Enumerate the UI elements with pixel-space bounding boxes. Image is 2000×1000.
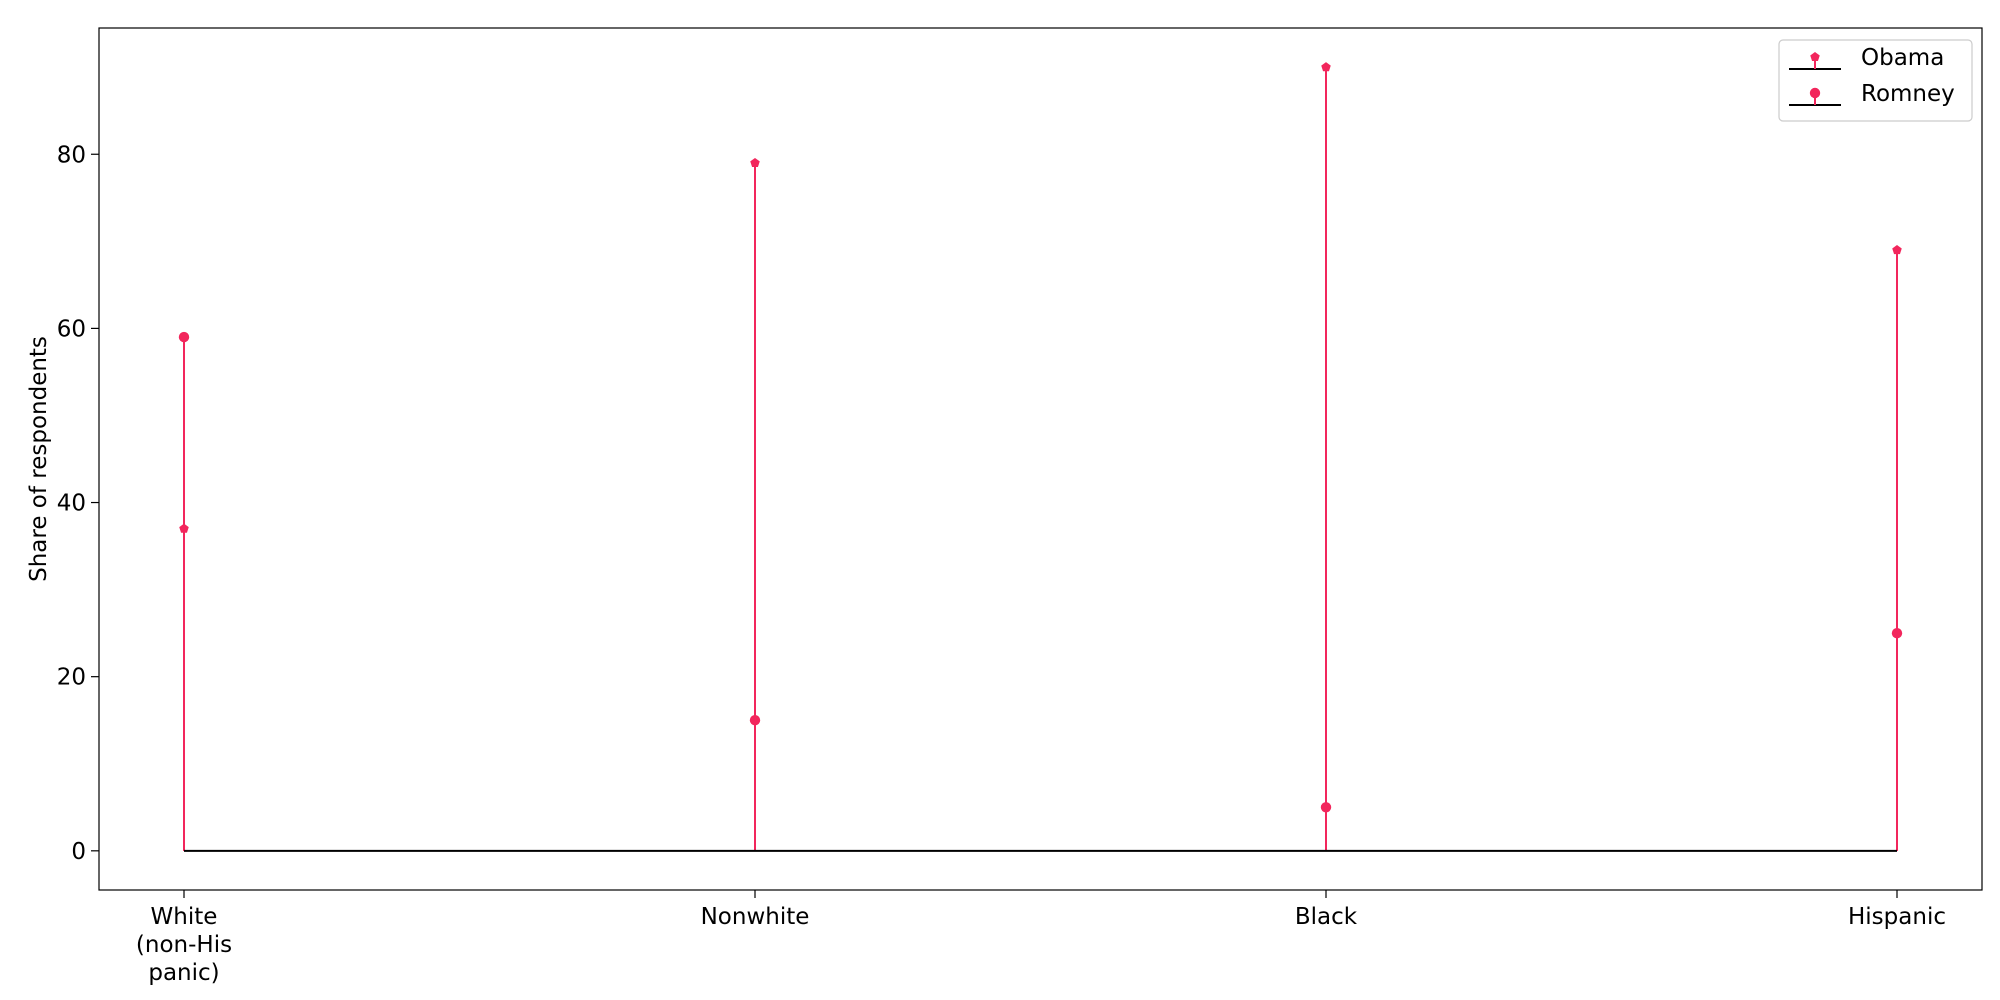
x-tick-label: Hispanic <box>1848 904 1946 930</box>
legend-marker-romney <box>1809 87 1821 99</box>
y-tick-label: 80 <box>57 142 86 168</box>
legend-box <box>1778 39 1973 122</box>
marker-obama-0 <box>179 523 189 533</box>
plot-frame <box>98 27 1983 891</box>
legend-label-obama: Obama <box>1861 45 1944 71</box>
marker-romney-1 <box>749 715 761 726</box>
y-tick-label: 0 <box>71 839 86 865</box>
y-tick-label: 40 <box>57 491 86 517</box>
marker-obama-1 <box>750 157 760 167</box>
y-tick-label: 20 <box>57 665 86 691</box>
marker-obama-3 <box>1892 245 1902 255</box>
x-tick-label: Black <box>1295 904 1358 930</box>
legend-marker-obama <box>1810 52 1820 62</box>
marker-romney-3 <box>1891 627 1903 639</box>
legend: Obama Romney <box>1778 39 1973 122</box>
marker-obama-2 <box>1321 62 1331 72</box>
marker-romney-0 <box>178 331 190 343</box>
x-tick-label: Nonwhite <box>701 904 810 930</box>
y-tick-label: 60 <box>57 316 86 342</box>
x-tick-label: White (non-His panic) <box>136 904 232 986</box>
legend-label-romney: Romney <box>1861 81 1955 107</box>
y-axis-title: Share of respondents <box>26 336 52 582</box>
marker-romney-2 <box>1320 802 1332 813</box>
